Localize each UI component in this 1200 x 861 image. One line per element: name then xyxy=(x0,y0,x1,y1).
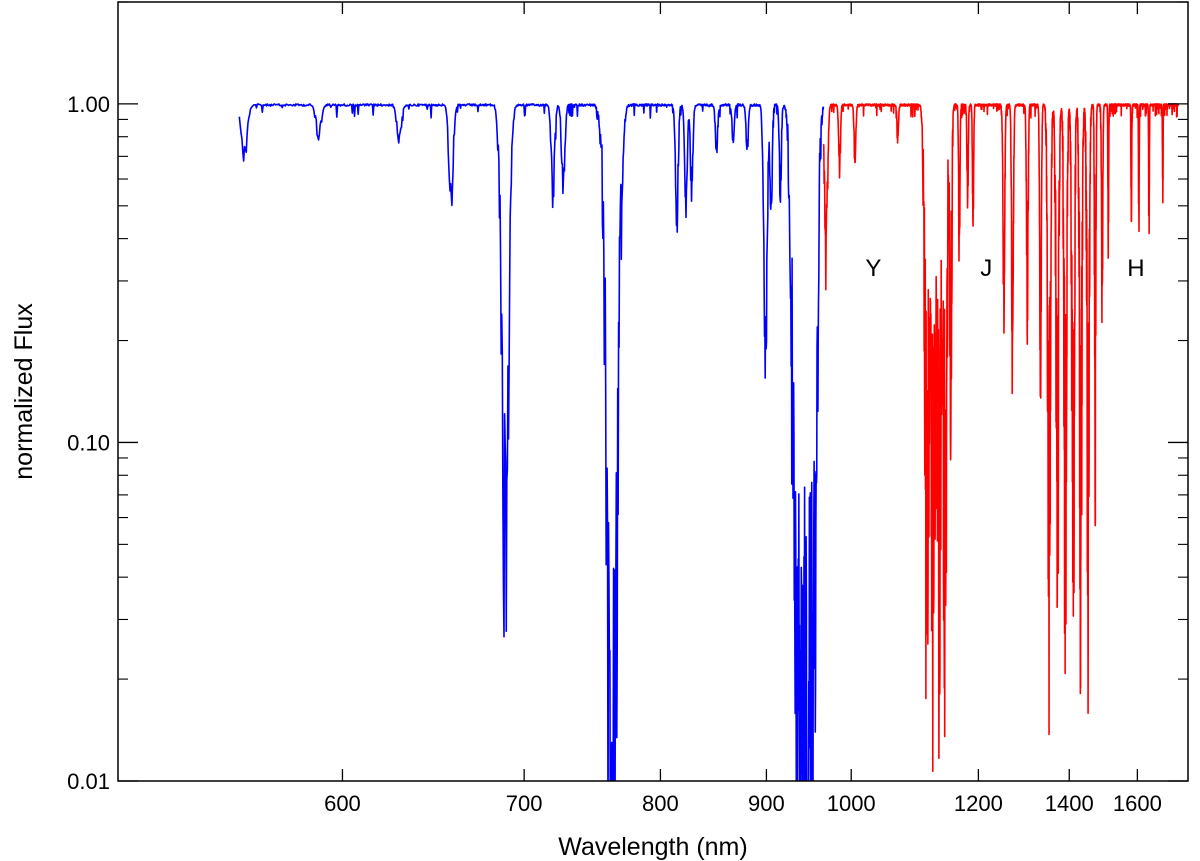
x-tick-label: 700 xyxy=(506,791,543,816)
x-axis: 600 700 800 900 1000 1200 1400 1600 xyxy=(324,2,1162,816)
band-label-h: H xyxy=(1127,255,1144,282)
y-tick-label: 0.10 xyxy=(67,430,110,455)
y-axis-title: normalized Flux xyxy=(10,303,38,480)
series-layer xyxy=(238,103,1179,781)
x-tick-label: 1600 xyxy=(1113,791,1162,816)
x-tick-label: 600 xyxy=(324,791,361,816)
plot-frame xyxy=(117,1,1189,782)
x-axis-title: Wavelength (nm) xyxy=(558,833,747,861)
series-line-1 xyxy=(822,103,1179,773)
y-tick-label: 1.00 xyxy=(67,92,110,117)
band-label-y: Y xyxy=(865,255,881,282)
series-line-0 xyxy=(238,103,825,781)
y-tick-label: 0.01 xyxy=(67,769,110,794)
x-tick-label: 1400 xyxy=(1045,791,1094,816)
x-tick-label: 1000 xyxy=(827,791,876,816)
x-tick-label: 800 xyxy=(642,791,679,816)
y-axis: 0.01 0.10 1.00 xyxy=(67,1,1188,794)
band-label-j: J xyxy=(980,255,992,282)
x-tick-label: 1200 xyxy=(954,791,1003,816)
x-tick-label: 900 xyxy=(748,791,785,816)
